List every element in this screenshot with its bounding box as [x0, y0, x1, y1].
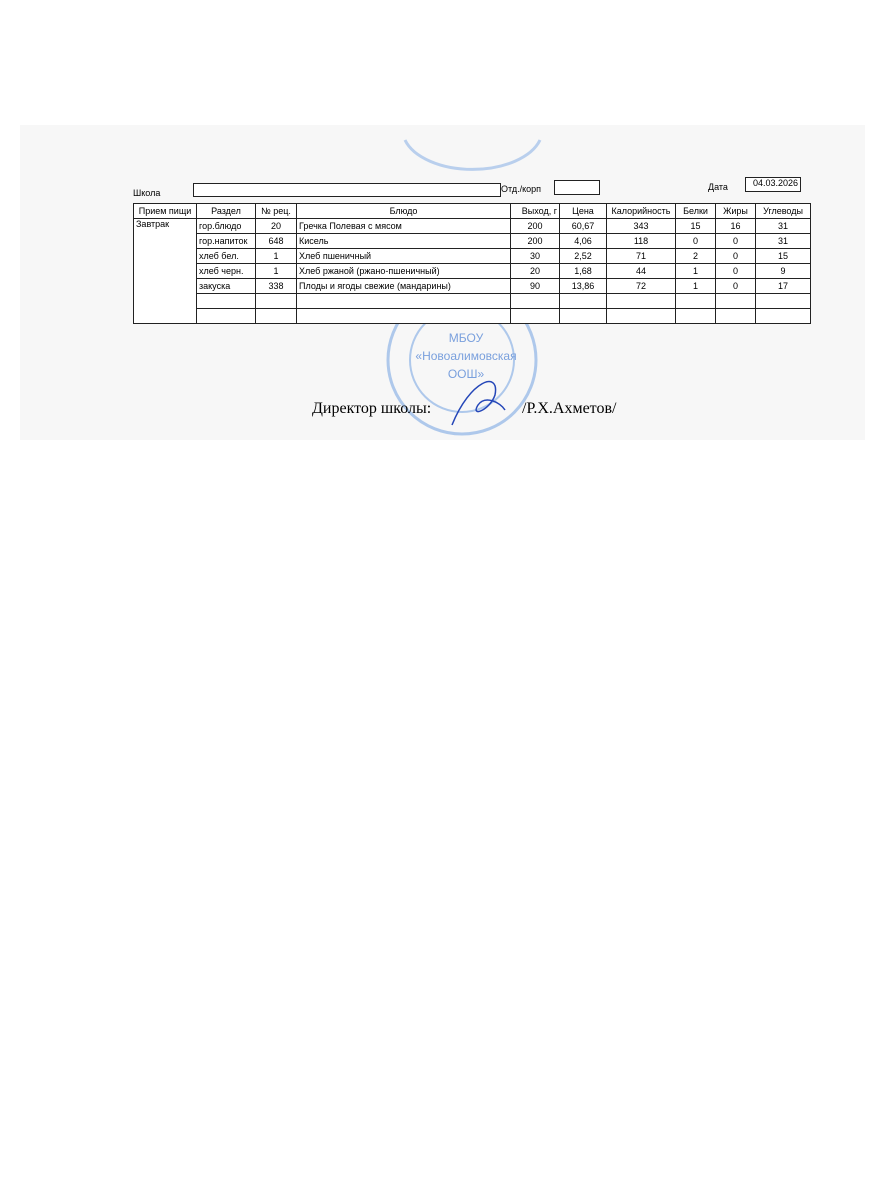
empty-cell	[675, 293, 716, 309]
empty-cell	[606, 293, 676, 309]
signature-label: Директор школы:	[312, 400, 432, 417]
table-cell: 1	[675, 278, 716, 294]
table-row: Прием пищи Раздел № рец. Блюдо Выход, г Цена К…	[133, 203, 811, 219]
column-header: Белки	[675, 203, 716, 219]
signature-name: /Р.Х.Ахметов/	[522, 400, 617, 417]
table-cell: 15	[675, 218, 716, 234]
table-cell: 0	[675, 233, 716, 249]
table-cell: 20	[255, 218, 297, 234]
table-cell: 72	[606, 278, 676, 294]
column-header: Блюдо	[296, 203, 511, 219]
table-row: хлеб черн. 1 Хлеб ржаной (ржано-пшеничный)…	[134, 263, 811, 279]
table-cell: 44	[606, 263, 676, 279]
column-header: Раздел	[196, 203, 256, 219]
table-cell: хлеб черн.	[196, 263, 256, 279]
table-cell: 1,68	[559, 263, 607, 279]
table-cell: 1	[255, 248, 297, 264]
table-row	[134, 308, 811, 324]
table-cell: 0	[715, 248, 756, 264]
table-cell: 200	[510, 233, 560, 249]
table-cell: 15	[755, 248, 811, 264]
table-cell: 17	[755, 278, 811, 294]
table-row: гор.напиток 648 Кисель 200 4,06 118 0 0 31	[134, 233, 811, 249]
table-cell: 4,06	[559, 233, 607, 249]
empty-cell	[255, 293, 297, 309]
table-cell: гор.блюдо	[196, 218, 256, 234]
empty-cell	[255, 308, 297, 324]
empty-cell	[196, 308, 256, 324]
empty-cell	[755, 293, 811, 309]
column-header: Жиры	[715, 203, 756, 219]
table-cell: 338	[255, 278, 297, 294]
table-cell: 648	[255, 233, 297, 249]
empty-cell	[296, 308, 511, 324]
empty-cell	[510, 293, 560, 309]
empty-cell	[715, 308, 756, 324]
empty-cell	[675, 308, 716, 324]
table-cell: 2,52	[559, 248, 607, 264]
table-cell: Хлеб пшеничный	[296, 248, 511, 264]
table-cell: 0	[715, 278, 756, 294]
date-field: 04.03.2026	[745, 177, 801, 192]
column-header: Выход, г	[510, 203, 560, 219]
menu-table: Прием пищи Раздел № рец. Блюдо Выход, г Цена К…	[133, 203, 811, 324]
table-cell: 30	[510, 248, 560, 264]
table-cell: 31	[755, 233, 811, 249]
meal-cell: Завтрак	[133, 218, 197, 324]
table-cell: 16	[715, 218, 756, 234]
empty-cell	[715, 293, 756, 309]
table-row: Завтрак гор.блюдо 20 Гречка Полевая с мясом…	[133, 218, 811, 324]
table-cell: 1	[675, 263, 716, 279]
stamp-text: ООШ»	[448, 367, 485, 381]
table-cell: хлеб бел.	[196, 248, 256, 264]
table-cell: Гречка Полевая с мясом	[296, 218, 511, 234]
column-header: Прием пищи	[133, 203, 197, 219]
table-cell: 1	[255, 263, 297, 279]
column-header: № рец.	[255, 203, 297, 219]
column-header: Цена	[559, 203, 607, 219]
column-header: Калорийность	[606, 203, 676, 219]
table-row: закуска 338 Плоды и ягоды свежие (мандарин…	[134, 278, 811, 294]
table-cell: 20	[510, 263, 560, 279]
empty-cell	[559, 293, 607, 309]
table-cell: Хлеб ржаной (ржано-пшеничный)	[296, 263, 511, 279]
table-cell: 343	[606, 218, 676, 234]
table-cell: 71	[606, 248, 676, 264]
empty-cell	[559, 308, 607, 324]
table-cell: гор.напиток	[196, 233, 256, 249]
table-row: хлеб бел. 1 Хлеб пшеничный 30 2,52 71 2 0 15	[134, 248, 811, 264]
column-header: Углеводы	[755, 203, 811, 219]
table-cell: 9	[755, 263, 811, 279]
table-cell: 118	[606, 233, 676, 249]
school-field	[193, 183, 501, 197]
department-field	[554, 180, 600, 195]
empty-cell	[510, 308, 560, 324]
school-label: Школа	[133, 188, 161, 198]
table-cell: 90	[510, 278, 560, 294]
stamp-text: МБОУ	[449, 331, 484, 345]
table-cell: 2	[675, 248, 716, 264]
table-cell: 0	[715, 263, 756, 279]
table-cell: Кисель	[296, 233, 511, 249]
table-cell: 0	[715, 233, 756, 249]
date-label: Дата	[708, 182, 728, 192]
empty-cell	[606, 308, 676, 324]
table-cell: закуска	[196, 278, 256, 294]
table-cell: 13,86	[559, 278, 607, 294]
table-cell: 60,67	[559, 218, 607, 234]
department-label: Отд./корп	[501, 184, 541, 194]
table-row	[134, 293, 811, 309]
table-cell: 200	[510, 218, 560, 234]
empty-cell	[196, 293, 256, 309]
empty-cell	[755, 308, 811, 324]
table-cell: Плоды и ягоды свежие (мандарины)	[296, 278, 511, 294]
empty-cell	[296, 293, 511, 309]
table-cell: 31	[755, 218, 811, 234]
stamp-text: «Новоалимовская	[415, 349, 516, 363]
